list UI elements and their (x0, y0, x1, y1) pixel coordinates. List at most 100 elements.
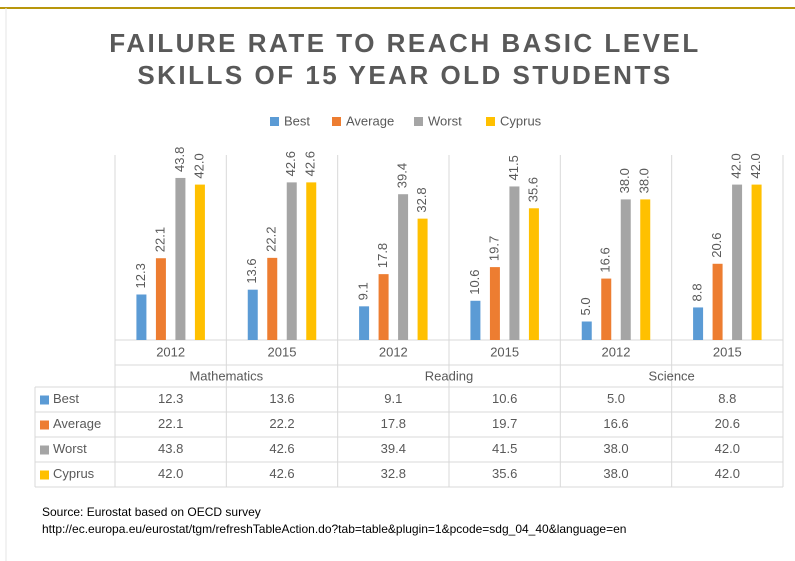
bar (247, 289, 258, 340)
bar (398, 194, 409, 340)
data-label: 17.8 (375, 243, 390, 268)
data-label: 5.0 (578, 297, 593, 315)
table-cell: 42.0 (715, 466, 740, 481)
legend-label: Worst (428, 113, 462, 128)
table-series-name: Worst (53, 441, 87, 456)
x-tick-label: 2012 (602, 344, 631, 359)
table-cell: 9.1 (384, 391, 402, 406)
legend-label: Average (346, 113, 394, 128)
bar (640, 199, 651, 340)
bar (693, 307, 704, 340)
data-label: 12.3 (133, 263, 148, 288)
bar (470, 300, 481, 340)
bar (751, 184, 762, 340)
group-label: Reading (425, 368, 473, 383)
bar (581, 321, 592, 340)
bar (267, 257, 278, 340)
table-cell: 22.2 (269, 416, 294, 431)
table-swatch (40, 420, 49, 430)
group-label: Mathematics (189, 368, 263, 383)
source: Source: Eurostat based on OECD survey (42, 505, 261, 519)
table-cell: 16.6 (603, 416, 628, 431)
data-label: 41.5 (506, 155, 521, 180)
table-cell: 32.8 (381, 466, 406, 481)
legend-swatch (270, 117, 279, 126)
data-label: 22.1 (152, 227, 167, 252)
bar (601, 278, 612, 340)
bar (620, 199, 631, 340)
table-cell: 19.7 (492, 416, 517, 431)
table-cell: 13.6 (269, 391, 294, 406)
chart-title: SKILLS OF 15 YEAR OLD STUDENTS (137, 60, 672, 90)
table-cell: 38.0 (603, 466, 628, 481)
chart-title: FAILURE RATE TO REACH BASIC LEVEL (109, 28, 700, 58)
bar (732, 184, 743, 340)
data-label: 9.1 (356, 282, 371, 300)
data-label: 13.6 (244, 258, 259, 283)
data-label: 10.6 (467, 269, 482, 294)
table-cell: 5.0 (607, 391, 625, 406)
data-label: 42.0 (191, 153, 206, 178)
bar (136, 294, 147, 340)
table-cell: 42.0 (158, 466, 183, 481)
data-label: 19.7 (486, 236, 501, 261)
data-label: 42.6 (303, 151, 318, 176)
data-label: 42.0 (748, 153, 763, 178)
table-cell: 42.6 (269, 466, 294, 481)
table-series-name: Cyprus (53, 466, 95, 481)
legend-swatch (414, 117, 423, 126)
data-label: 42.0 (729, 153, 744, 178)
legend-swatch (486, 117, 495, 126)
bar (359, 306, 370, 340)
table-cell: 17.8 (381, 416, 406, 431)
table-cell: 41.5 (492, 441, 517, 456)
table-cell: 10.6 (492, 391, 517, 406)
bar (712, 263, 723, 340)
table-series-name: Best (53, 391, 79, 406)
table-cell: 39.4 (381, 441, 406, 456)
group-label: Science (649, 368, 695, 383)
bar (155, 258, 166, 340)
data-label: 39.4 (395, 163, 410, 188)
table-cell: 43.8 (158, 441, 183, 456)
data-label: 42.6 (283, 151, 298, 176)
bar (306, 182, 317, 340)
data-label: 20.6 (709, 232, 724, 257)
source-url: http://ec.europa.eu/eurostat/tgm/refresh… (42, 522, 626, 536)
table-series-name: Average (53, 416, 101, 431)
table-cell: 42.6 (269, 441, 294, 456)
table-cell: 42.0 (715, 441, 740, 456)
x-tick-label: 2015 (490, 344, 519, 359)
table-swatch (40, 445, 49, 455)
x-tick-label: 2015 (713, 344, 742, 359)
table-cell: 20.6 (715, 416, 740, 431)
data-label: 22.2 (264, 227, 279, 252)
data-label: 38.0 (617, 168, 632, 193)
x-tick-label: 2012 (156, 344, 185, 359)
table-swatch (40, 395, 49, 405)
legend-label: Cyprus (500, 113, 542, 128)
bar (194, 184, 205, 340)
legend-label: Best (284, 113, 310, 128)
bar (378, 274, 389, 340)
x-tick-label: 2015 (268, 344, 297, 359)
data-label: 35.6 (525, 177, 540, 202)
table-cell: 8.8 (718, 391, 736, 406)
data-label: 38.0 (637, 168, 652, 193)
table-swatch (40, 470, 49, 480)
bar (175, 177, 186, 340)
legend-swatch (332, 117, 341, 126)
bar (528, 208, 539, 340)
bar (509, 186, 520, 340)
data-label: 32.8 (414, 187, 429, 212)
table-cell: 38.0 (603, 441, 628, 456)
table-cell: 22.1 (158, 416, 183, 431)
x-tick-label: 2012 (379, 344, 408, 359)
bar (417, 218, 428, 340)
bar (286, 182, 297, 340)
table-cell: 12.3 (158, 391, 183, 406)
data-label: 43.8 (172, 147, 187, 172)
bar (489, 267, 500, 340)
table-cell: 35.6 (492, 466, 517, 481)
data-label: 16.6 (598, 247, 613, 272)
